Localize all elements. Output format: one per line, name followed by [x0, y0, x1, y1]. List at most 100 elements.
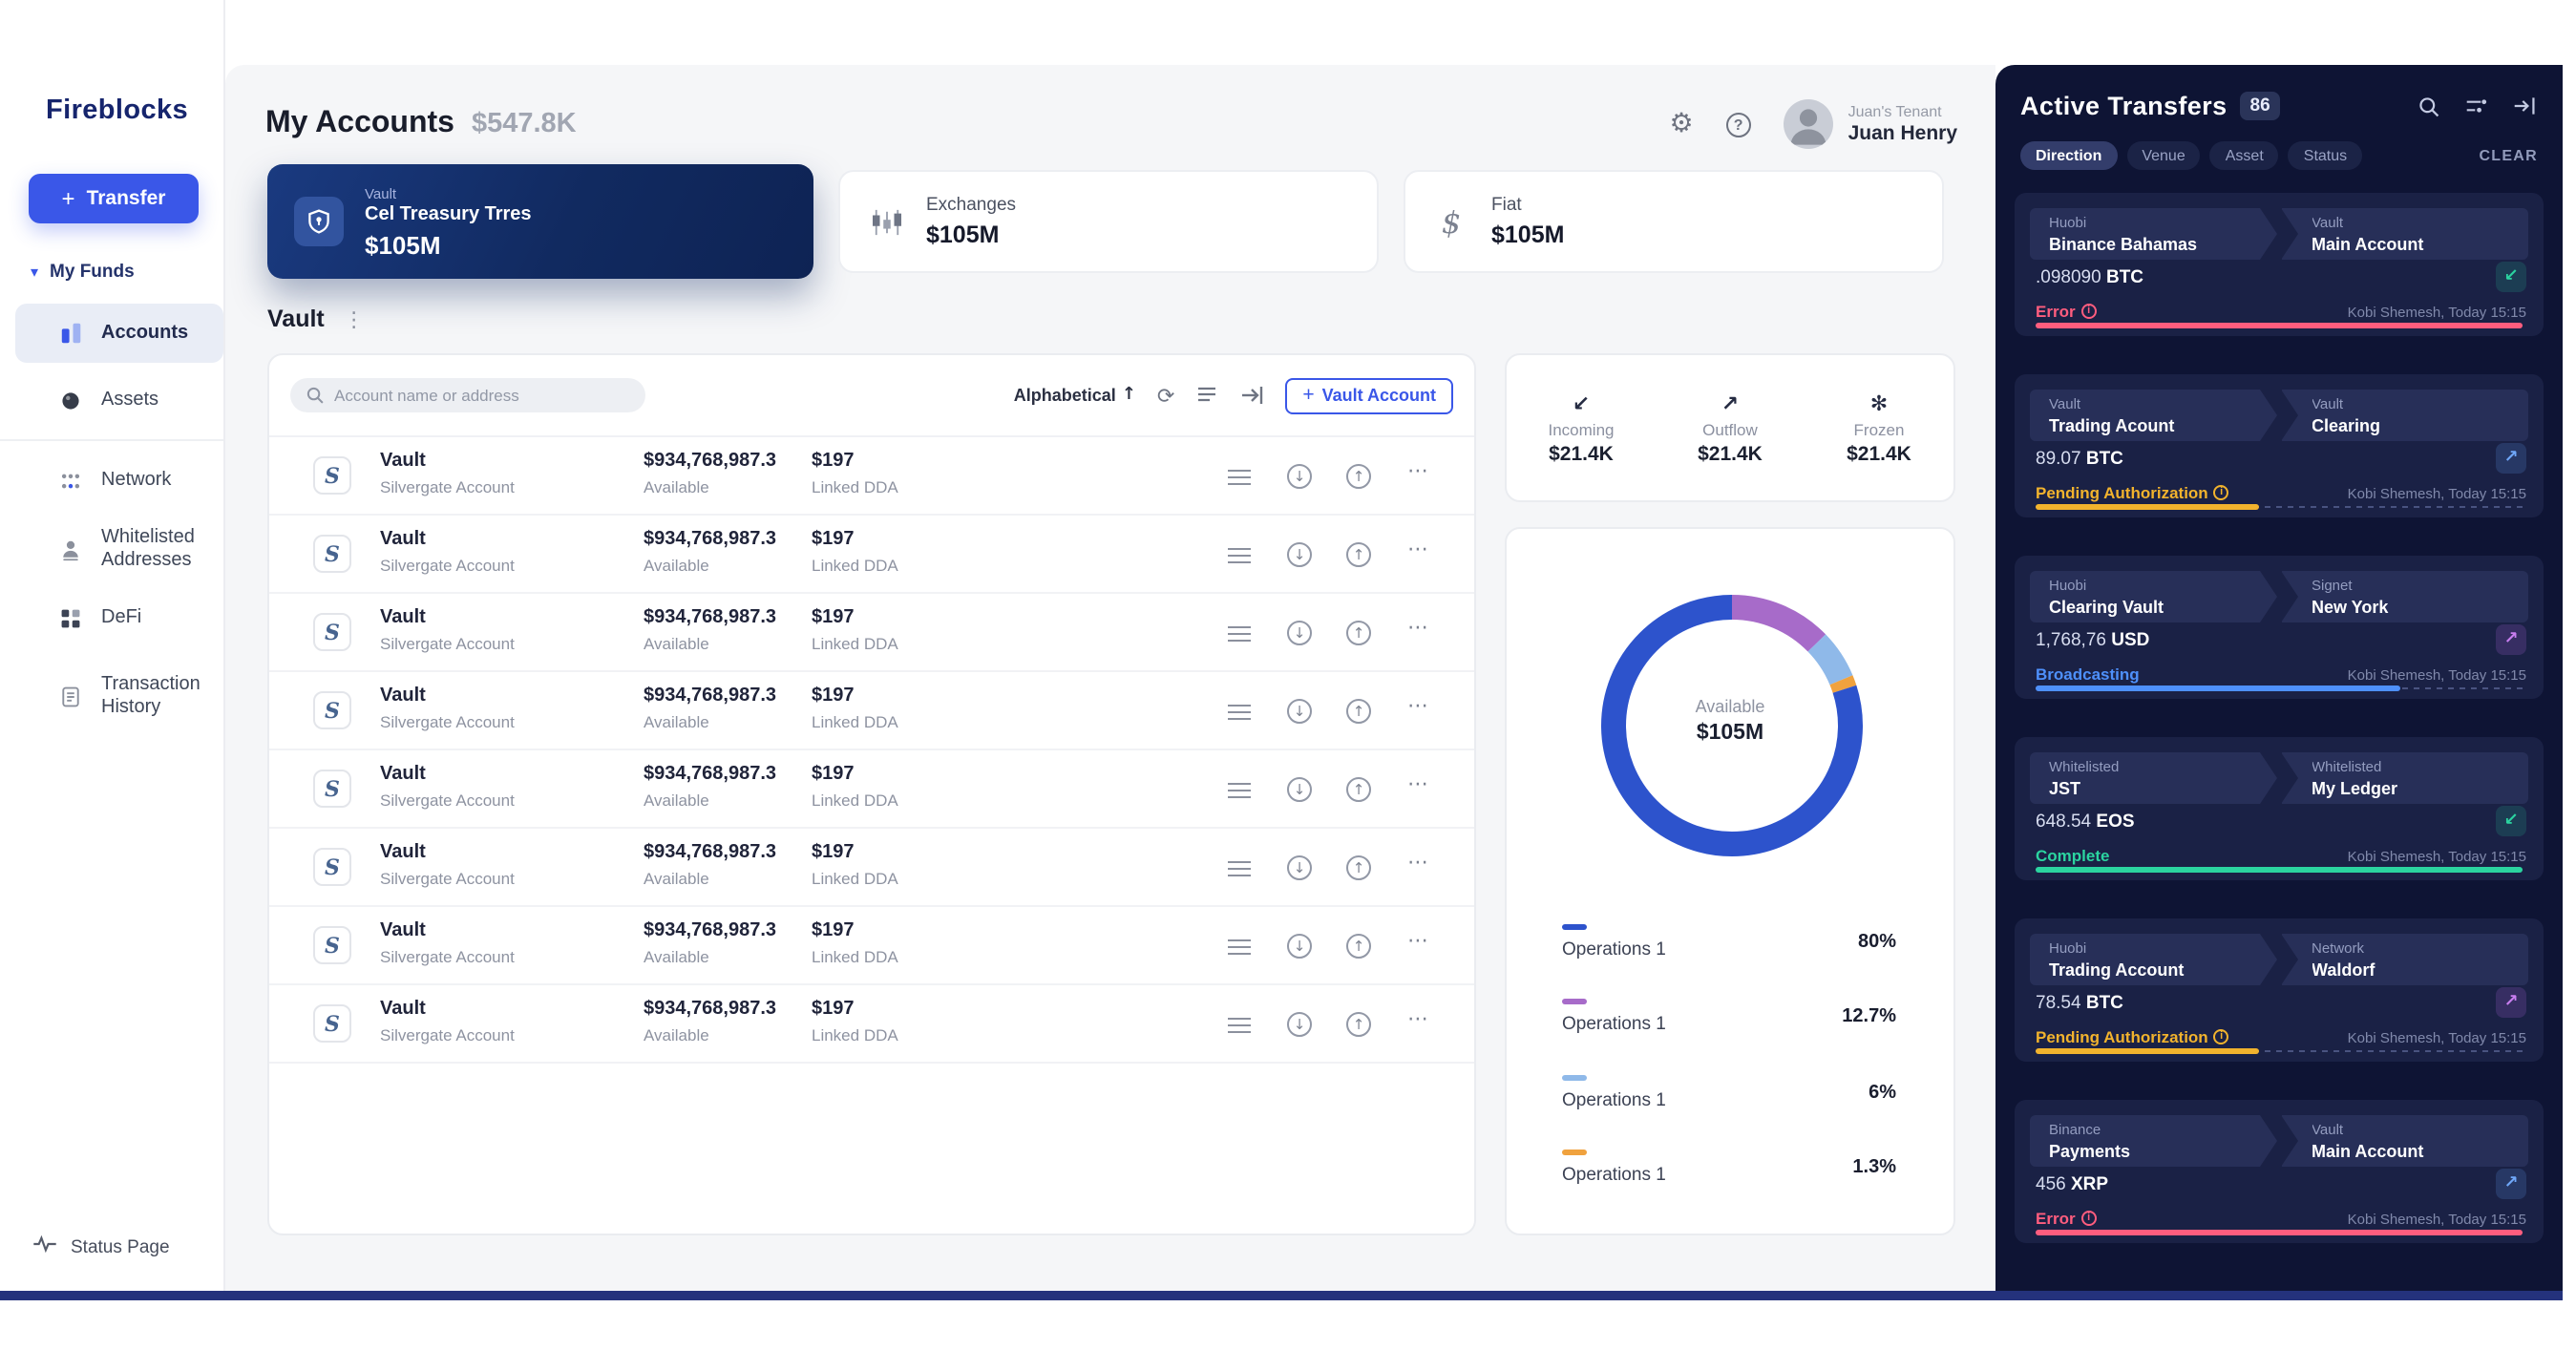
transfer-progress-bar	[2036, 1230, 2523, 1235]
details-icon[interactable]	[1228, 1018, 1251, 1033]
row-more-button[interactable]: ⋯	[1407, 615, 1430, 640]
destination-name: Clearing	[2312, 416, 2381, 435]
transfer-card[interactable]: Whitelisted JST Whitelisted My Ledger 64…	[2015, 737, 2544, 880]
transfer-card[interactable]: Huobi Trading Account Network Waldorf 78…	[2015, 918, 2544, 1062]
details-icon[interactable]	[1228, 470, 1251, 485]
filter-chip-status[interactable]: Status	[2288, 141, 2363, 170]
table-row[interactable]: S Vault Silvergate Account $934,768,987.3…	[269, 672, 1474, 750]
table-row[interactable]: S Vault Silvergate Account $934,768,987.3…	[269, 594, 1474, 672]
info-icon[interactable]: i	[2213, 485, 2229, 500]
deposit-button[interactable]: ↓	[1287, 934, 1312, 959]
transfer-direction-icon[interactable]: ↗	[2496, 443, 2526, 474]
transfer-card[interactable]: Binance Payments Vault Main Account 456 …	[2015, 1100, 2544, 1243]
transfer-direction-icon[interactable]: ↙	[2496, 262, 2526, 292]
sidebar-item-whitelisted-addresses[interactable]: Whitelisted Addresses	[15, 516, 223, 584]
sort-control[interactable]: Alphabetical ↑	[1014, 386, 1136, 405]
deposit-button[interactable]: ↓	[1287, 1012, 1312, 1037]
table-row[interactable]: S Vault Silvergate Account $934,768,987.3…	[269, 907, 1474, 985]
summary-card-exchanges[interactable]: Exchanges $105M	[838, 170, 1379, 273]
row-more-button[interactable]: ⋯	[1407, 1006, 1430, 1031]
summary-card-fiat[interactable]: $ Fiat $105M	[1404, 170, 1944, 273]
info-icon[interactable]: i	[2080, 1211, 2097, 1226]
table-row[interactable]: S Vault Silvergate Account $934,768,987.3…	[269, 516, 1474, 594]
refresh-icon[interactable]: ⟳	[1156, 383, 1175, 408]
withdraw-button[interactable]: ↑	[1346, 464, 1371, 489]
transfer-direction-icon[interactable]: ↗	[2496, 624, 2526, 655]
table-view-icon[interactable]	[1195, 384, 1218, 407]
table-row[interactable]: S Vault Silvergate Account $934,768,987.3…	[269, 829, 1474, 907]
details-icon[interactable]	[1228, 939, 1251, 955]
details-icon[interactable]	[1228, 626, 1251, 642]
transfer-direction-icon[interactable]: ↗	[2496, 1169, 2526, 1199]
sidebar-item-accounts[interactable]: Accounts	[15, 304, 223, 363]
source-name: Clearing Vault	[2049, 598, 2164, 617]
row-balance: $934,768,987.3	[644, 686, 777, 707]
deposit-button[interactable]: ↓	[1287, 699, 1312, 724]
search-input[interactable]	[334, 386, 630, 405]
sidebar-item-label: DeFi	[101, 607, 142, 629]
withdraw-button[interactable]: ↑	[1346, 1012, 1371, 1037]
transfer-card[interactable]: Huobi Clearing Vault Signet New York 1,7…	[2015, 556, 2544, 699]
table-row[interactable]: S Vault Silvergate Account $934,768,987.3…	[269, 437, 1474, 516]
donut-center-label: Available $105M	[1695, 697, 1765, 745]
export-icon[interactable]	[1239, 384, 1264, 407]
deposit-button[interactable]: ↓	[1287, 855, 1312, 880]
add-vault-account-button[interactable]: + Vault Account	[1285, 377, 1453, 413]
row-more-button[interactable]: ⋯	[1407, 693, 1430, 718]
details-icon[interactable]	[1228, 705, 1251, 720]
sidebar-item-defi[interactable]: DeFi	[15, 590, 223, 647]
transfer-direction-icon[interactable]: ↗	[2496, 987, 2526, 1018]
deposit-button[interactable]: ↓	[1287, 464, 1312, 489]
collapse-panel-icon[interactable]	[2511, 95, 2538, 116]
info-icon[interactable]: i	[2213, 1029, 2229, 1044]
sidebar-item-transaction-history[interactable]: Transaction History	[15, 663, 223, 731]
transfer-card[interactable]: Huobi Binance Bahamas Vault Main Account…	[2015, 193, 2544, 336]
section-more-icon[interactable]: ⋮	[343, 306, 365, 331]
withdraw-button[interactable]: ↑	[1346, 542, 1371, 567]
deposit-button[interactable]: ↓	[1287, 621, 1312, 645]
my-funds-toggle[interactable]: ▾ My Funds	[31, 262, 135, 283]
details-icon[interactable]	[1228, 783, 1251, 798]
deposit-button[interactable]: ↓	[1287, 542, 1312, 567]
withdraw-button[interactable]: ↑	[1346, 855, 1371, 880]
table-row[interactable]: S Vault Silvergate Account $934,768,987.3…	[269, 750, 1474, 829]
sidebar-item-assets[interactable]: Assets	[15, 372, 223, 430]
deposit-button[interactable]: ↓	[1287, 777, 1312, 802]
details-icon[interactable]	[1228, 548, 1251, 563]
transfer-button[interactable]: + Transfer	[29, 174, 199, 223]
grid-icon	[57, 607, 84, 630]
transfer-card[interactable]: Vault Trading Acount Vault Clearing 89.0…	[2015, 374, 2544, 517]
withdraw-button[interactable]: ↑	[1346, 621, 1371, 645]
transfer-status-row: Pending Authorization i Kobi Shemesh, To…	[2036, 1027, 2526, 1046]
status-page-link[interactable]: Status Page	[32, 1234, 170, 1258]
filter-chip-venue[interactable]: Venue	[2126, 141, 2201, 170]
withdraw-button[interactable]: ↑	[1346, 934, 1371, 959]
summary-card-vault[interactable]: Vault Cel Treasury Trres $105M	[267, 164, 813, 279]
search-icon[interactable]	[2416, 95, 2442, 117]
row-more-button[interactable]: ⋯	[1407, 850, 1430, 875]
source-type: Huobi	[2049, 214, 2087, 231]
legend-label: Operations 1	[1562, 1014, 1666, 1035]
row-more-button[interactable]: ⋯	[1407, 537, 1430, 561]
sidebar-item-network[interactable]: Network	[15, 453, 223, 510]
destination-type: Network	[2312, 939, 2365, 957]
withdraw-button[interactable]: ↑	[1346, 777, 1371, 802]
transfer-direction-icon[interactable]: ↙	[2496, 806, 2526, 836]
sidebar-item-label: Assets	[101, 390, 159, 411]
filter-chip-asset[interactable]: Asset	[2209, 141, 2279, 170]
info-icon[interactable]: i	[2080, 304, 2097, 319]
row-more-button[interactable]: ⋯	[1407, 458, 1430, 483]
filter-icon[interactable]	[2463, 95, 2490, 116]
details-icon[interactable]	[1228, 861, 1251, 876]
settings-gear-icon[interactable]: ⚙	[1669, 109, 1694, 139]
clear-filters-button[interactable]: CLEAR	[2479, 147, 2538, 164]
withdraw-button[interactable]: ↑	[1346, 699, 1371, 724]
row-more-button[interactable]: ⋯	[1407, 928, 1430, 953]
row-more-button[interactable]: ⋯	[1407, 771, 1430, 796]
avatar[interactable]	[1783, 99, 1833, 149]
transfer-amount: 456 XRP	[2036, 1174, 2109, 1195]
table-row[interactable]: S Vault Silvergate Account $934,768,987.3…	[269, 985, 1474, 1064]
filter-chip-direction[interactable]: Direction	[2020, 141, 2118, 170]
help-icon[interactable]: ?	[1725, 112, 1751, 137]
search-box[interactable]	[290, 378, 645, 412]
